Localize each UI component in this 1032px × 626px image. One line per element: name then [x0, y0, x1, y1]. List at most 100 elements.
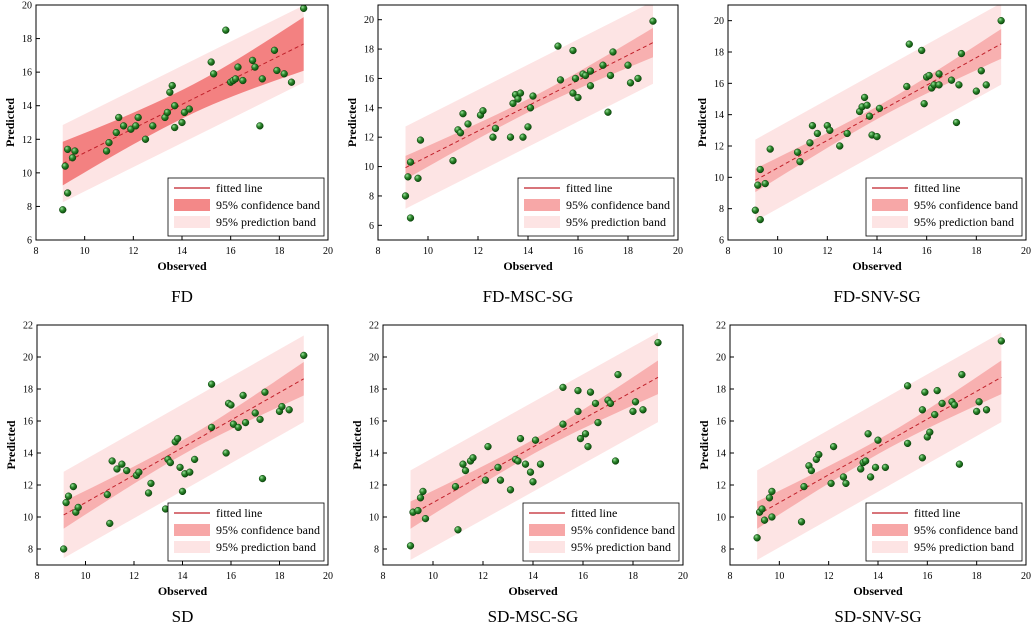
y-tick-label: 14	[364, 103, 374, 114]
y-tick-label: 18	[364, 45, 374, 56]
data-point	[270, 46, 279, 54]
data-point	[768, 487, 776, 496]
data-point	[576, 434, 585, 443]
data-point	[261, 388, 269, 396]
y-tick-label: 16	[714, 79, 724, 90]
x-tick-label: 8	[376, 246, 381, 257]
data-point	[581, 430, 590, 438]
legend-label: 95% prediction band	[571, 540, 671, 554]
data-point	[634, 74, 642, 83]
data-point	[222, 26, 230, 34]
data-point	[60, 545, 68, 553]
data-point	[606, 399, 615, 408]
y-tick-label: 10	[364, 162, 374, 173]
data-point	[926, 428, 934, 436]
data-point	[536, 460, 545, 468]
plot-area	[401, 5, 657, 222]
data-point	[185, 105, 193, 113]
data-point	[147, 479, 155, 488]
x-axis-label: Observed	[503, 259, 553, 273]
data-point	[955, 81, 963, 89]
chart-panel: 8 10 12 14 16 18 20 8 10 12 14 16 18 20 22 Observed Pred…	[697, 321, 1031, 626]
legend-swatch-prediction-band	[174, 541, 210, 553]
legend-label: 95% prediction band	[914, 540, 1014, 554]
data-point	[797, 518, 806, 526]
x-tick-label: 12	[822, 246, 832, 257]
y-tick-label: 18	[23, 385, 33, 396]
y-tick-label: 14	[369, 449, 379, 460]
data-point	[586, 388, 595, 396]
data-point	[756, 215, 764, 224]
data-point	[171, 102, 179, 110]
data-point	[631, 398, 640, 406]
data-point	[571, 74, 580, 83]
data-point	[599, 61, 607, 69]
x-tick-label: 20	[678, 571, 688, 582]
y-tick-label: 16	[22, 68, 32, 79]
legend: fitted line 95% confidence band 95% predic…	[522, 502, 680, 562]
data-point	[806, 139, 814, 147]
y-axis-label: Predicted	[697, 420, 711, 469]
data-point	[239, 391, 247, 400]
y-tick-label: 10	[716, 513, 726, 524]
data-point	[479, 107, 487, 115]
data-point	[464, 120, 472, 128]
data-point	[207, 423, 216, 432]
x-tick-label: 16	[922, 246, 932, 257]
panel-title: FD	[171, 287, 193, 306]
x-tick-label: 20	[1021, 246, 1031, 257]
data-point	[514, 457, 522, 465]
data-point	[865, 112, 874, 120]
legend: fitted line 95% confidence band 95% predic…	[167, 502, 325, 562]
data-point	[115, 113, 123, 122]
data-point	[519, 133, 527, 141]
data-point	[863, 101, 871, 109]
x-tick-label: 16	[922, 571, 932, 582]
data-point	[178, 118, 186, 127]
data-point	[768, 513, 776, 521]
x-tick-label: 14	[178, 571, 188, 582]
data-point	[758, 505, 766, 513]
y-tick-label: 8	[369, 191, 374, 202]
data-point	[258, 474, 267, 483]
y-tick-label: 14	[716, 449, 726, 460]
data-point	[234, 63, 242, 71]
y-tick-label: 10	[369, 513, 379, 524]
y-tick-label: 10	[714, 173, 724, 184]
data-point	[123, 466, 131, 475]
data-point	[149, 122, 157, 130]
data-point	[556, 76, 565, 84]
plot-area	[60, 335, 308, 559]
data-point	[469, 454, 477, 462]
y-axis-label: Predicted	[345, 98, 359, 147]
data-point	[826, 126, 834, 134]
x-tick-label: 10	[80, 246, 90, 257]
x-tick-label: 16	[226, 571, 236, 582]
data-point	[491, 124, 500, 133]
y-axis-label: Predicted	[695, 98, 709, 147]
data-point	[106, 519, 114, 528]
data-point	[860, 93, 869, 102]
data-point	[300, 351, 308, 360]
data-point	[931, 410, 939, 419]
y-tick-label: 12	[714, 142, 724, 153]
x-tick-label: 18	[623, 246, 633, 257]
legend-swatch-prediction-band	[174, 216, 210, 228]
data-point	[905, 40, 913, 48]
data-point	[591, 399, 600, 408]
data-point	[903, 382, 912, 390]
panel-title: SD-SNV-SG	[834, 607, 921, 626]
data-point	[416, 136, 425, 144]
data-point	[751, 206, 759, 214]
data-point	[68, 154, 77, 162]
panel-title: SD	[172, 607, 194, 626]
data-point	[102, 147, 111, 155]
data-point	[639, 406, 647, 414]
x-tick-label: 14	[523, 246, 533, 257]
data-point	[857, 465, 865, 473]
data-point	[278, 402, 286, 411]
data-point	[481, 476, 490, 484]
data-point	[163, 108, 172, 117]
data-point	[574, 407, 582, 416]
legend-label: 95% confidence band	[571, 523, 675, 537]
